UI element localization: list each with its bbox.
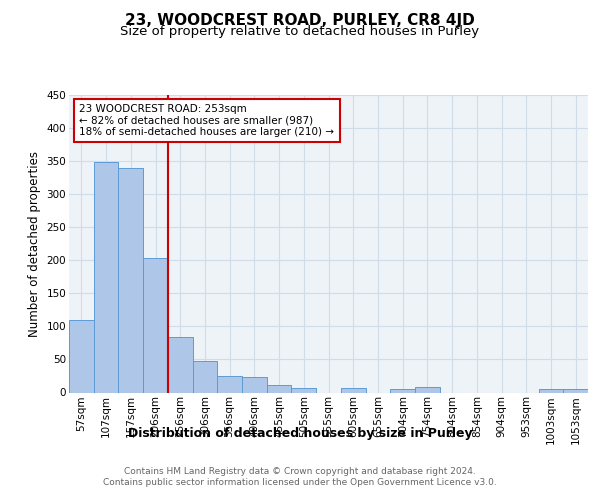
Text: Contains HM Land Registry data © Crown copyright and database right 2024.
Contai: Contains HM Land Registry data © Crown c… (103, 468, 497, 487)
Bar (563, 389, 588, 392)
Bar (193, 362, 217, 392)
Bar (118, 168, 143, 392)
Bar (242, 378, 267, 392)
Bar (390, 389, 415, 392)
Bar (69, 320, 94, 392)
Bar (94, 162, 118, 392)
Bar (341, 388, 365, 392)
Text: Distribution of detached houses by size in Purley: Distribution of detached houses by size … (128, 428, 472, 440)
Bar (168, 337, 193, 392)
Text: 23 WOODCREST ROAD: 253sqm
← 82% of detached houses are smaller (987)
18% of semi: 23 WOODCREST ROAD: 253sqm ← 82% of detac… (79, 104, 334, 137)
Bar (292, 388, 316, 392)
Text: Size of property relative to detached houses in Purley: Size of property relative to detached ho… (121, 25, 479, 38)
Bar (217, 376, 242, 392)
Text: 23, WOODCREST ROAD, PURLEY, CR8 4JD: 23, WOODCREST ROAD, PURLEY, CR8 4JD (125, 12, 475, 28)
Bar (415, 386, 440, 392)
Bar (267, 384, 292, 392)
Bar (539, 389, 563, 392)
Y-axis label: Number of detached properties: Number of detached properties (28, 151, 41, 337)
Bar (143, 258, 168, 392)
